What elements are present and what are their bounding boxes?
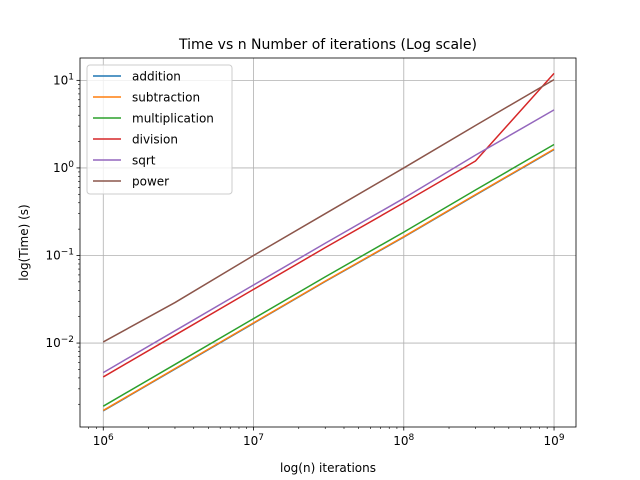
legend-label-addition: addition bbox=[132, 70, 181, 84]
x-axis-label: log(n) iterations bbox=[280, 461, 376, 475]
chart-title: Time vs n Number of iterations (Log scal… bbox=[178, 37, 477, 53]
x-axis-ticks: 106 107 108 109 bbox=[93, 427, 565, 448]
legend-label-multiplication: multiplication bbox=[132, 112, 214, 126]
y-tick-label: 101 bbox=[53, 72, 74, 87]
x-tick-label: 109 bbox=[544, 433, 565, 448]
series-line-division bbox=[102, 72, 555, 378]
y-axis-ticks: 10−2 10−1 100 101 bbox=[45, 72, 80, 350]
legend-label-subtraction: subtraction bbox=[132, 91, 200, 105]
y-tick-label: 100 bbox=[53, 160, 74, 175]
x-tick-label: 108 bbox=[393, 433, 414, 448]
legend-label-sqrt: sqrt bbox=[132, 154, 156, 168]
legend-label-division: division bbox=[132, 133, 178, 147]
series-line-power bbox=[102, 78, 555, 343]
legend: addition subtraction multiplication divisio… bbox=[86, 64, 233, 195]
plot-frame bbox=[79, 57, 577, 428]
legend-label-power: power bbox=[132, 175, 169, 189]
y-axis-label: log(Time) (s) bbox=[17, 204, 31, 280]
series-line-subtraction bbox=[102, 148, 555, 412]
series-lines bbox=[102, 72, 555, 412]
x-tick-label: 106 bbox=[93, 433, 114, 448]
x-tick-label: 107 bbox=[243, 433, 264, 448]
y-tick-label: 10−2 bbox=[45, 335, 74, 350]
series-line-multiplication bbox=[102, 143, 555, 407]
legend-box bbox=[86, 64, 233, 195]
series-line-sqrt bbox=[102, 109, 555, 374]
y-tick-label: 10−1 bbox=[45, 247, 74, 262]
